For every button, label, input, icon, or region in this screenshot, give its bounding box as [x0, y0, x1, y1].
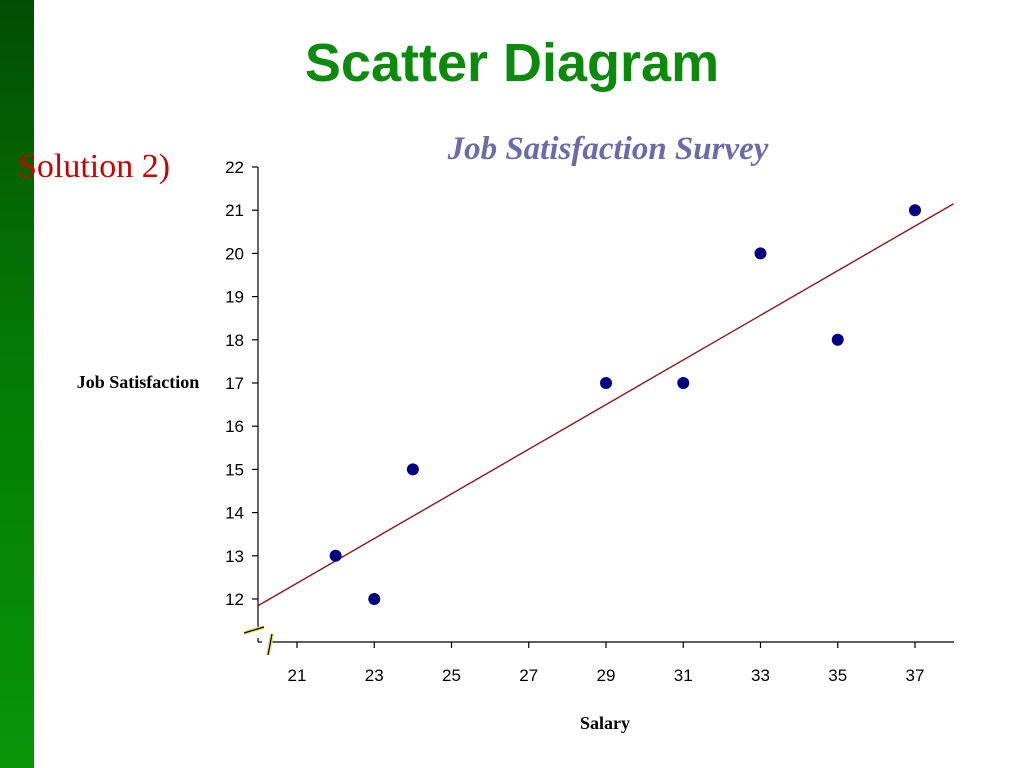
slide-title: Scatter Diagram — [304, 33, 720, 93]
y-tick-label: 21 — [225, 201, 244, 220]
x-tick-label: 27 — [519, 666, 538, 685]
x-tick-label: 23 — [365, 666, 384, 685]
y-tick-label: 14 — [225, 504, 244, 523]
data-point — [406, 463, 419, 476]
x-tick-label: 25 — [442, 666, 461, 685]
data-point — [600, 377, 612, 389]
data-point — [677, 377, 690, 389]
trend-line — [258, 203, 954, 607]
axis-break-mark — [267, 633, 273, 656]
x-axis-label: Salary — [579, 713, 630, 733]
y-tick-label: 17 — [225, 374, 244, 393]
y-tick-label: 22 — [225, 158, 244, 177]
data-point — [909, 204, 921, 217]
sidebar-decoration — [0, 0, 34, 768]
x-tick-label: 31 — [674, 666, 693, 685]
data-point — [831, 333, 844, 346]
x-tick-label: 29 — [597, 666, 616, 685]
data-point — [368, 593, 381, 605]
data-point — [754, 247, 767, 260]
y-tick-label: 12 — [225, 590, 244, 609]
y-tick-label: 13 — [225, 547, 244, 566]
x-tick-label: 35 — [828, 666, 847, 685]
y-tick-label: 16 — [225, 417, 244, 436]
y-tick-label: 15 — [225, 460, 244, 479]
data-point — [329, 549, 342, 562]
y-tick-label: 19 — [225, 288, 244, 307]
x-tick-label: 37 — [906, 666, 925, 685]
solution-label: Solution 2) — [18, 148, 171, 185]
chart-title: Job Satisfaction Survey — [447, 131, 769, 167]
x-tick-label: 33 — [751, 666, 770, 685]
y-tick-label: 18 — [225, 331, 244, 350]
axis-break-mark — [243, 626, 265, 634]
x-tick-label: 21 — [288, 666, 307, 685]
y-axis-label: Job Satisfaction — [76, 372, 200, 392]
y-tick-label: 20 — [225, 244, 244, 263]
